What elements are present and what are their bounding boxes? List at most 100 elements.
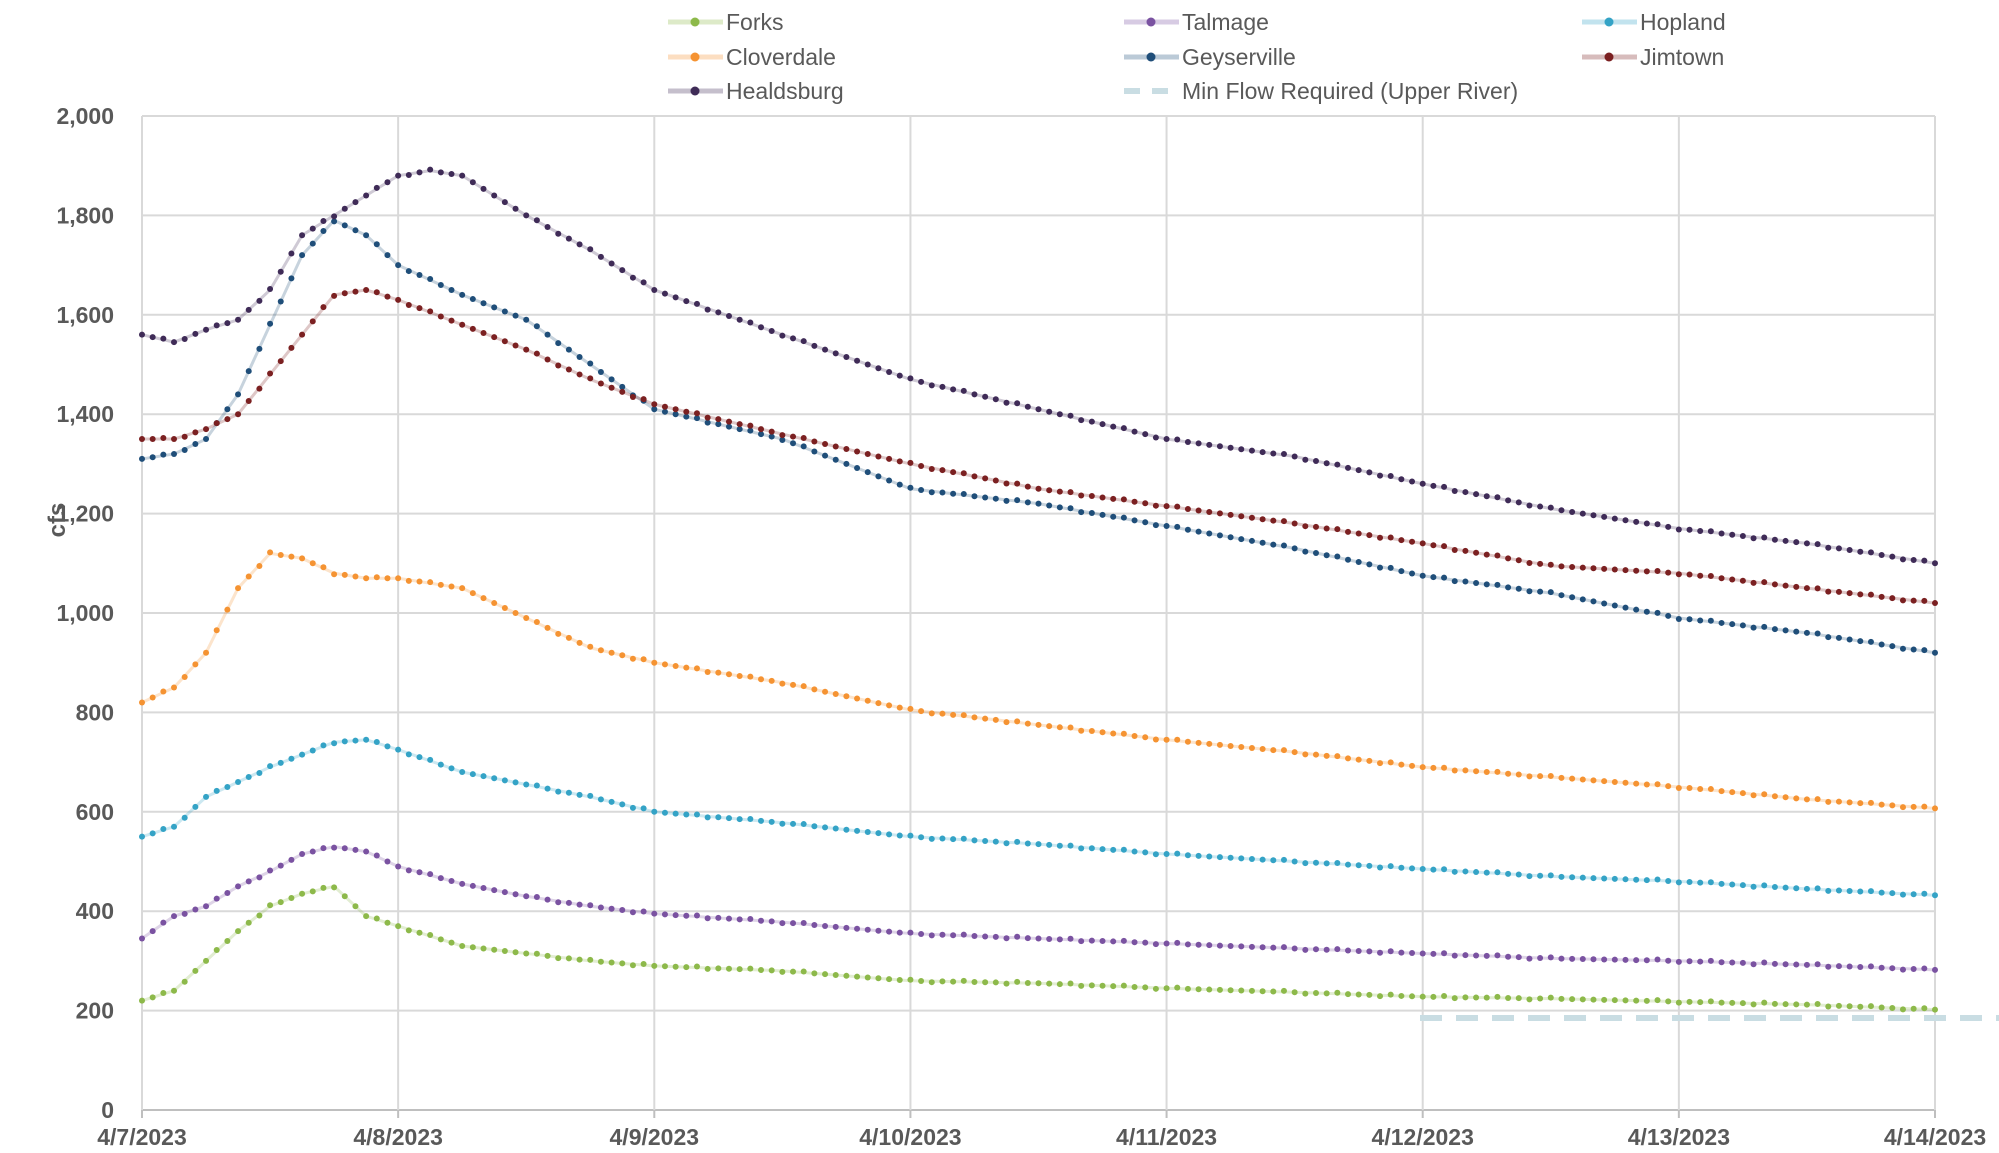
legend-label: Talmage — [1182, 9, 1269, 35]
data-point — [1483, 551, 1490, 558]
data-point — [1825, 963, 1832, 970]
data-point — [427, 166, 434, 173]
data-point — [469, 771, 476, 778]
data-point — [533, 350, 540, 357]
data-point — [320, 845, 327, 852]
data-point — [1462, 547, 1469, 554]
data-point — [1280, 987, 1287, 994]
data-point — [459, 585, 466, 592]
data-point — [1569, 775, 1576, 782]
data-point — [1590, 598, 1597, 605]
data-point — [1697, 786, 1704, 793]
data-point — [971, 714, 978, 721]
data-point — [1206, 530, 1213, 537]
data-point — [288, 894, 295, 901]
data-point — [1505, 870, 1512, 877]
data-point — [1248, 943, 1255, 950]
data-point — [480, 185, 487, 192]
data-point — [1174, 736, 1181, 743]
data-point — [181, 978, 188, 985]
data-point — [800, 683, 807, 690]
data-point — [1366, 532, 1373, 539]
data-point — [1611, 778, 1618, 785]
data-point — [480, 885, 487, 892]
data-point — [1377, 949, 1384, 956]
data-point — [822, 346, 829, 353]
data-point — [1067, 505, 1074, 512]
data-point — [395, 575, 402, 582]
data-point — [1697, 527, 1704, 534]
data-point — [886, 477, 893, 484]
data-point — [907, 832, 914, 839]
legend-item: Geyserville — [1124, 44, 1296, 70]
data-point — [854, 448, 861, 455]
data-point — [1120, 425, 1127, 432]
data-point — [1665, 612, 1672, 619]
data-point — [1056, 488, 1063, 495]
data-point — [373, 739, 380, 746]
data-point — [715, 669, 722, 676]
data-point — [928, 382, 935, 389]
data-point — [395, 262, 402, 269]
data-point — [790, 335, 797, 342]
data-point — [1932, 966, 1938, 973]
data-point — [139, 436, 145, 443]
data-point — [395, 923, 402, 930]
data-point — [864, 450, 871, 457]
data-point — [427, 756, 434, 763]
data-point — [1014, 480, 1021, 487]
data-point — [1771, 1000, 1778, 1007]
data-point — [565, 899, 572, 906]
legend-marker — [1604, 17, 1614, 27]
data-point — [960, 470, 967, 477]
data-point — [1462, 489, 1469, 496]
data-point — [800, 920, 807, 927]
data-point — [171, 684, 178, 691]
data-point — [1761, 623, 1768, 630]
data-point — [288, 250, 295, 257]
data-point — [832, 443, 839, 450]
data-point — [491, 304, 498, 311]
data-point — [341, 845, 348, 852]
series-line — [141, 218, 1936, 655]
data-point — [309, 318, 316, 325]
data-point — [1590, 565, 1597, 572]
data-point — [1259, 988, 1266, 995]
data-point — [512, 779, 519, 786]
data-point — [1099, 421, 1106, 428]
data-point — [1088, 492, 1095, 499]
legend-marker — [1146, 17, 1156, 27]
data-point — [405, 268, 412, 275]
data-point — [1462, 767, 1469, 774]
data-point — [469, 882, 476, 889]
data-point — [854, 695, 861, 702]
series-cloverdale — [139, 549, 1938, 812]
data-point — [1312, 859, 1319, 866]
data-point — [437, 313, 444, 320]
data-point — [1270, 517, 1277, 524]
data-point — [704, 414, 711, 421]
data-point — [1142, 431, 1149, 438]
data-point — [1622, 604, 1629, 611]
data-point — [1547, 954, 1554, 961]
data-point — [192, 330, 199, 337]
data-point — [576, 956, 583, 963]
data-point — [619, 960, 626, 967]
data-point — [629, 804, 636, 811]
data-point — [1377, 472, 1384, 479]
data-point — [1174, 850, 1181, 857]
data-point — [619, 383, 626, 390]
data-point — [1441, 950, 1448, 957]
series-healdsburg — [139, 166, 1938, 567]
data-point — [704, 668, 711, 675]
legend-item: Talmage — [1124, 9, 1269, 35]
data-point — [1078, 509, 1085, 516]
data-point — [1184, 438, 1191, 445]
data-point — [1611, 956, 1618, 963]
data-point — [459, 880, 466, 887]
data-point — [1579, 510, 1586, 517]
data-point — [1675, 999, 1682, 1006]
data-point — [1558, 507, 1565, 514]
data-point — [1409, 993, 1416, 1000]
data-point — [971, 979, 978, 986]
